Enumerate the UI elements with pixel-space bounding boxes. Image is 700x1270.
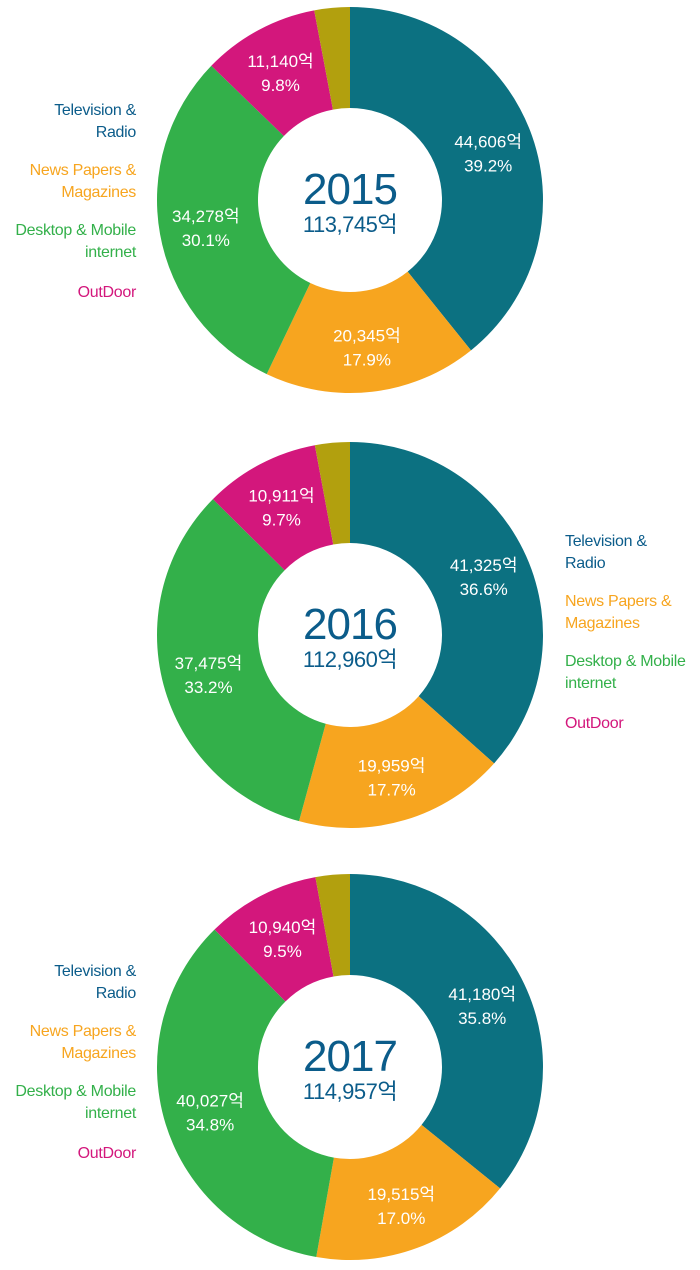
legend-news-line2: Magazines: [61, 1045, 136, 1062]
chart-panel-2017: Television & Radio News Papers & Magazin…: [0, 860, 700, 1270]
slice-other: [314, 442, 350, 545]
legend-web-line1: Desktop & Mobile: [15, 1083, 136, 1100]
legend-item-tv: Television & Radio: [15, 961, 136, 1005]
donut-chart-2017: 41,180억 35.8% 19,515억 17.0% 40,027억 34.8% 10,9…: [157, 874, 543, 1260]
slice-news: [316, 1124, 501, 1260]
slice-pct-label-tv: 35.8%: [458, 1009, 506, 1028]
legend-web-line1: Desktop & Mobile: [565, 653, 686, 670]
slice-value-label-outdoor: 10,940억: [249, 918, 317, 937]
chart-panel-2015: Television & Radio News Papers & Magazin…: [0, 0, 700, 410]
slice-web: [157, 499, 326, 822]
slice-value-label-news: 20,345억: [333, 327, 401, 346]
slice-pct-label-outdoor: 9.5%: [263, 942, 302, 961]
legend-item-web: Desktop & Mobile internet: [15, 220, 136, 264]
legend-outdoor-line1: OutDoor: [565, 715, 624, 732]
slice-pct-label-news: 17.9%: [343, 351, 391, 370]
slice-tv: [350, 7, 544, 351]
legend-tv-line1: Television &: [54, 963, 136, 980]
slice-tv: [350, 442, 543, 764]
slice-value-label-tv: 41,325억: [450, 556, 518, 575]
center-year: 2016: [303, 600, 397, 649]
legend-2017: Television & Radio News Papers & Magazin…: [15, 961, 136, 1181]
slice-news: [266, 271, 471, 394]
legend-news-line1: News Papers &: [29, 162, 137, 179]
legend-item-outdoor: OutDoor: [15, 282, 137, 304]
legend-2015: Television & Radio News Papers & Magazin…: [15, 100, 136, 320]
center-year: 2015: [303, 165, 397, 214]
legend-tv-line2: Radio: [95, 124, 137, 141]
slice-other: [314, 7, 350, 110]
slice-tv: [350, 874, 543, 1189]
slice-web: [157, 929, 334, 1258]
slice-news: [299, 696, 495, 828]
center-total: 114,957억: [303, 1079, 397, 1104]
legend-news-line1: News Papers &: [29, 1023, 137, 1040]
donut-chart-2016: 41,325억 36.6% 19,959억 17.7% 37,475억 33.2% 10,9…: [157, 442, 543, 828]
slice-pct-label-outdoor: 9.8%: [261, 76, 300, 95]
slice-value-label-web: 34,278억: [172, 207, 240, 226]
legend-item-news: News Papers & Magazines: [15, 1021, 137, 1065]
legend-web-line2: internet: [565, 675, 616, 692]
legend-item-outdoor: OutDoor: [565, 713, 686, 735]
slice-value-label-outdoor: 11,140억: [247, 52, 313, 71]
slice-value-label-web: 37,475억: [175, 654, 243, 673]
slice-other: [315, 874, 350, 977]
slice-pct-label-web: 30.1%: [182, 231, 230, 250]
legend-item-tv: Television & Radio: [565, 531, 686, 575]
slice-web: [156, 65, 311, 375]
slice-outdoor: [212, 445, 334, 571]
legend-news-line1: News Papers &: [565, 593, 672, 610]
slice-pct-label-tv: 39.2%: [464, 156, 512, 175]
legend-web-line2: internet: [85, 244, 136, 261]
legend-2016: Television & Radio News Papers & Magazin…: [565, 531, 686, 751]
slice-pct-label-web: 34.8%: [186, 1115, 234, 1134]
legend-item-web: Desktop & Mobile internet: [15, 1081, 136, 1125]
slice-value-label-outdoor: 10,911억: [248, 486, 314, 505]
slice-value-label-tv: 44,606억: [454, 132, 522, 151]
slice-pct-label-web: 33.2%: [184, 678, 232, 697]
legend-web-line1: Desktop & Mobile: [15, 222, 136, 239]
legend-web-line2: internet: [85, 1105, 136, 1122]
slice-value-label-tv: 41,180억: [448, 985, 516, 1004]
legend-item-news: News Papers & Magazines: [15, 160, 137, 204]
legend-tv-line1: Television &: [54, 102, 136, 119]
legend-item-outdoor: OutDoor: [15, 1143, 137, 1165]
legend-tv-line2: Radio: [565, 555, 606, 572]
legend-item-news: News Papers & Magazines: [565, 591, 686, 635]
legend-news-line2: Magazines: [565, 615, 640, 632]
slice-outdoor: [211, 10, 333, 137]
chart-panel-2016: Television & Radio News Papers & Magazin…: [0, 430, 700, 840]
slice-outdoor: [214, 877, 334, 1002]
legend-tv-line1: Television &: [565, 533, 647, 550]
legend-item-tv: Television & Radio: [15, 100, 136, 144]
legend-tv-line2: Radio: [95, 985, 137, 1002]
slice-pct-label-tv: 36.6%: [460, 580, 508, 599]
slice-pct-label-news: 17.0%: [377, 1209, 425, 1228]
slice-pct-label-news: 17.7%: [367, 780, 415, 799]
legend-outdoor-line1: OutDoor: [77, 284, 137, 301]
center-total: 113,745억: [303, 212, 397, 237]
slice-value-label-web: 40,027억: [176, 1091, 244, 1110]
slice-value-label-news: 19,515억: [367, 1185, 435, 1204]
legend-news-line2: Magazines: [61, 184, 136, 201]
donut-chart-2015: 44,606억 39.2% 20,345억 17.9% 34,278억 30.1% 11,1…: [156, 7, 544, 394]
center-year: 2017: [303, 1032, 397, 1081]
center-total: 112,960억: [303, 647, 397, 672]
slice-value-label-news: 19,959억: [358, 756, 426, 775]
legend-item-web: Desktop & Mobile internet: [565, 651, 686, 695]
slice-pct-label-outdoor: 9.7%: [262, 510, 301, 529]
legend-outdoor-line1: OutDoor: [77, 1145, 137, 1162]
